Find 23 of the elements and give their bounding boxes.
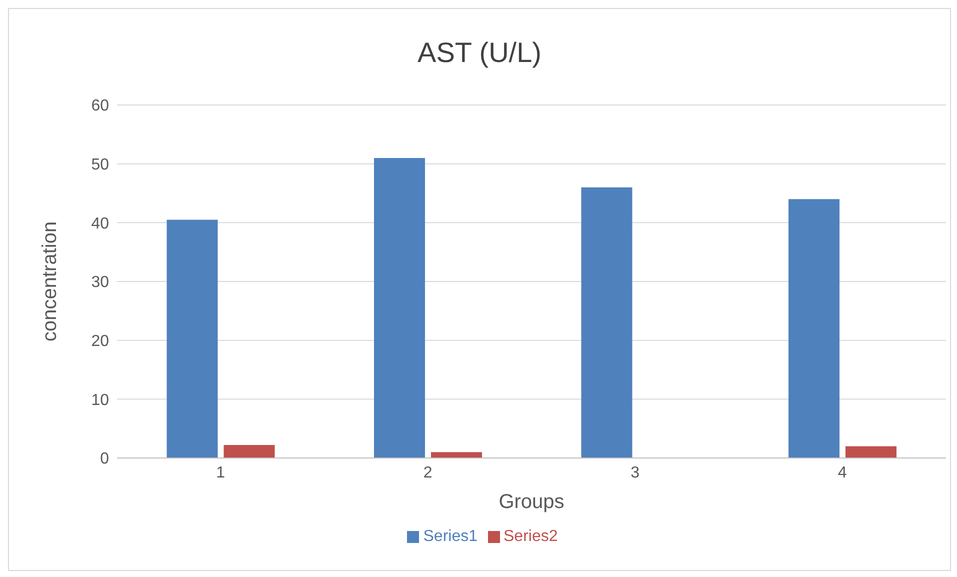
- y-tick-label: 30: [91, 274, 110, 292]
- x-tick-label: 4: [838, 464, 847, 482]
- bar: [430, 452, 482, 458]
- y-tick-label: 40: [91, 215, 110, 232]
- y-tick-label: 20: [91, 333, 110, 350]
- y-tick-label: 50: [91, 156, 110, 174]
- y-tick-label: 60: [91, 98, 110, 115]
- y-axis-title: concentration: [39, 221, 62, 342]
- bar: [374, 158, 425, 458]
- bar: [166, 220, 218, 458]
- y-tick-label: 0: [100, 450, 110, 468]
- bar: [581, 187, 632, 458]
- bar: [845, 446, 896, 458]
- y-tick-label: 10: [91, 392, 110, 409]
- legend-label: Series2: [504, 528, 558, 545]
- x-tick-label: 2: [423, 464, 432, 482]
- chart-title: AST (U/L): [416, 37, 542, 69]
- legend-label: Series1: [423, 528, 478, 545]
- bar: [224, 445, 275, 458]
- x-tick-label: 1: [216, 464, 226, 482]
- bar: [788, 199, 840, 458]
- x-axis-title: Groups: [498, 491, 564, 514]
- x-tick-label: 3: [630, 464, 640, 482]
